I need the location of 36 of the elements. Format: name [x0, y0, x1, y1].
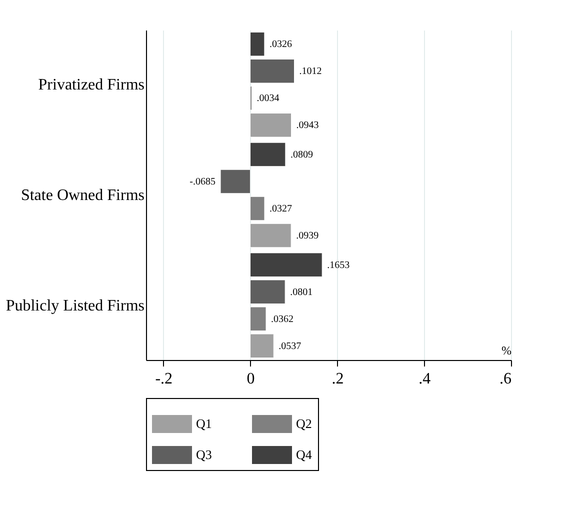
- bar: [250, 334, 274, 358]
- legend-label: Q1: [196, 416, 212, 431]
- bar: [250, 58, 295, 84]
- data-label: .0327: [269, 204, 292, 215]
- x-tick-label: .4: [418, 370, 431, 388]
- data-label: -.0685: [190, 176, 216, 188]
- bar: [250, 280, 286, 304]
- y-tick-label: State Owned Firms: [20, 187, 144, 204]
- legend-label: Q2: [296, 416, 312, 431]
- y-tick-label: Publicly Listed Firms: [6, 297, 144, 314]
- bar: [250, 223, 292, 248]
- bar: [250, 142, 286, 167]
- data-label: .1012: [299, 66, 322, 78]
- data-label: .0034: [256, 93, 280, 104]
- data-label: .0801: [290, 286, 313, 298]
- bar: [250, 252, 322, 277]
- data-label: .1653: [327, 260, 350, 271]
- y-tick-label: Privatized Firms: [38, 76, 144, 94]
- bar: [250, 196, 265, 221]
- data-label: .0326: [269, 39, 292, 50]
- bar: [220, 169, 251, 194]
- data-label: .0362: [271, 314, 294, 325]
- data-label: .0809: [290, 149, 313, 160]
- bar: [250, 306, 266, 332]
- data-label: .0943: [296, 120, 319, 132]
- x-tick-label: -.2: [155, 370, 173, 388]
- x-tick-label: 0: [246, 370, 255, 388]
- data-label: .0537: [278, 340, 302, 352]
- x-axis-title: %: [502, 344, 512, 358]
- legend-label: Q3: [196, 447, 212, 462]
- x-tick-label: .6: [500, 370, 512, 388]
- bar: [250, 32, 265, 56]
- legend-label: Q4: [296, 447, 312, 462]
- x-tick-label: .2: [332, 370, 344, 388]
- bar: [250, 113, 292, 138]
- data-label: .0939: [296, 230, 319, 242]
